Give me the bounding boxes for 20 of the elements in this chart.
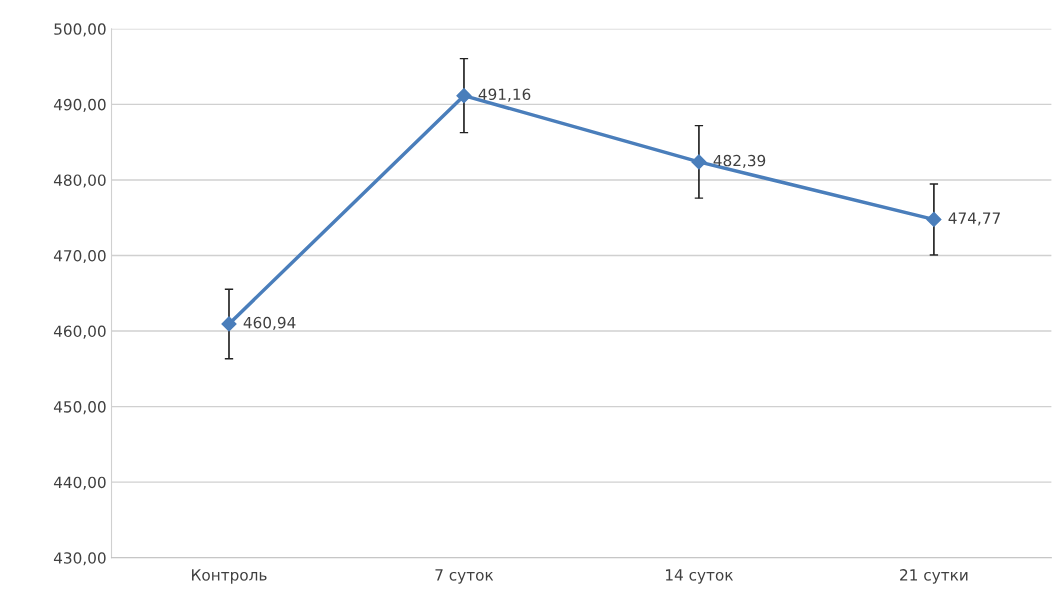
y-tick-label: 450,00 [53,401,106,415]
point [691,154,707,170]
x-tick-label: 14 суток [666,569,734,584]
data-label: 474,77 [948,212,1000,226]
x-tick-label: 7 суток [435,569,494,584]
y-tick-label: 490,00 [53,98,106,112]
point [456,88,472,104]
x-tick-label: 21 сутки [900,569,968,584]
point [221,316,237,332]
point [926,211,942,228]
y-tick-label: 460,00 [53,325,106,339]
x-tick-label: Контроль [192,569,267,584]
data-label: 482,39 [713,154,766,168]
y-tick-label: 470,00 [53,249,106,264]
data-label: 460,94 [243,316,296,330]
data-label: 491,16 [478,88,531,102]
y-tick-label: 430,00 [53,552,106,566]
y-tick-label: 480,00 [53,174,106,188]
y-tick-label: 440,00 [53,476,106,490]
y-tick-label: 500,00 [54,23,106,37]
